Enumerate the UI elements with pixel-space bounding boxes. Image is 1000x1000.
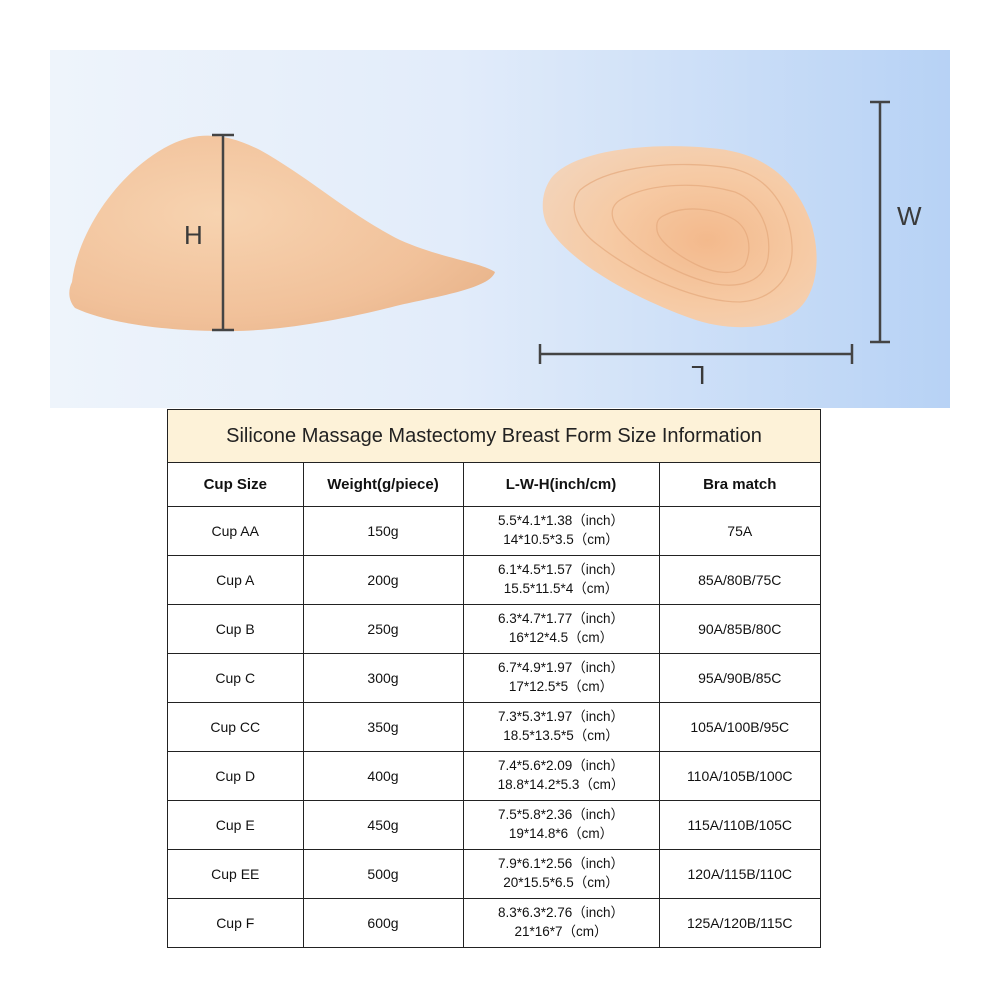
dimensions-inch: 7.9*6.1*2.56（inch）	[497, 856, 625, 872]
cup-size-cell: Cup EE	[168, 849, 304, 899]
length-dimension-line	[538, 344, 854, 364]
dimensions-cell: 7.9*6.1*2.56（inch） 20*15.5*6.5（cm）	[462, 849, 660, 899]
cup-size-cell: Cup B	[168, 604, 304, 654]
dimensions-cell: 6.3*4.7*1.77（inch） 16*12*4.5（cm）	[462, 604, 660, 654]
dimensions-cm: 16*12*4.5（cm）	[508, 630, 614, 645]
table-row: Cup AA 150g 5.5*4.1*1.38（inch） 14*10.5*3.5（…	[168, 506, 820, 556]
dimensions-inch: 7.4*5.6*2.09（inch）	[497, 758, 625, 774]
weight-cell: 250g	[302, 604, 464, 654]
bra-match-cell: 75A	[658, 506, 820, 556]
product-diagram-banner: H W L	[50, 50, 950, 408]
cup-size-cell: Cup F	[168, 898, 304, 947]
weight-cell: 350g	[302, 702, 464, 752]
table-row: Cup F 600g 8.3*6.3*2.76（inch） 21*16*7（cm） 12…	[168, 898, 820, 947]
bra-match-cell: 115A/110B/105C	[658, 800, 820, 850]
bra-match-cell: 125A/120B/115C	[658, 898, 820, 947]
dimensions-cell: 6.1*4.5*1.57（inch） 15.5*11.5*4（cm）	[462, 555, 660, 605]
cup-size-cell: Cup C	[168, 653, 304, 703]
weight-cell: 150g	[302, 506, 464, 556]
cup-size-cell: Cup A	[168, 555, 304, 605]
dimensions-cm: 18.8*14.2*5.3（cm）	[497, 777, 625, 792]
header-cup-size: Cup Size	[168, 463, 304, 507]
dimensions-inch: 6.7*4.9*1.97（inch）	[497, 660, 625, 676]
dimensions-cell: 5.5*4.1*1.38（inch） 14*10.5*3.5（cm）	[462, 506, 660, 556]
bra-match-cell: 105A/100B/95C	[658, 702, 820, 752]
length-label: L	[691, 360, 706, 390]
dimensions-inch: 8.3*6.3*2.76（inch）	[497, 905, 625, 921]
header-dimensions: L-W-H(inch/cm)	[462, 463, 660, 507]
bra-match-cell: 110A/105B/100C	[658, 751, 820, 801]
dimensions-inch: 7.3*5.3*1.97（inch）	[497, 709, 625, 725]
breast-form-diagram	[69, 100, 890, 364]
table-row: Cup D 400g 7.4*5.6*2.09（inch） 18.8*14.2*5.3…	[168, 751, 820, 801]
dimensions-cell: 6.7*4.9*1.97（inch） 17*12.5*5（cm）	[462, 653, 660, 703]
bra-match-cell: 120A/115B/110C	[658, 849, 820, 899]
bra-match-cell: 85A/80B/75C	[658, 555, 820, 605]
table-title: Silicone Massage Mastectomy Breast Form …	[168, 410, 820, 463]
cup-size-cell: Cup CC	[168, 702, 304, 752]
breast-form-top-view	[542, 146, 817, 328]
table-row: Cup B 250g 6.3*4.7*1.77（inch） 16*12*4.5（cm）…	[168, 604, 820, 654]
header-bra-match: Bra match	[658, 463, 820, 507]
dimensions-inch: 6.3*4.7*1.77（inch）	[497, 611, 625, 627]
cup-size-cell: Cup E	[168, 800, 304, 850]
size-info-table: Silicone Massage Mastectomy Breast Form …	[167, 409, 821, 948]
size-table-grid: Cup Size Weight(g/piece) L-W-H(inch/cm) …	[168, 463, 820, 947]
dimensions-inch: 7.5*5.8*2.36（inch）	[497, 807, 625, 823]
table-row: Cup C 300g 6.7*4.9*1.97（inch） 17*12.5*5（cm）…	[168, 653, 820, 703]
header-weight: Weight(g/piece)	[302, 463, 464, 507]
bra-match-cell: 90A/85B/80C	[658, 604, 820, 654]
dimensions-cm: 21*16*7（cm）	[514, 924, 608, 939]
breast-form-contours	[573, 163, 793, 303]
dimensions-cm: 17*12.5*5（cm）	[508, 679, 614, 694]
breast-form-side-view	[69, 135, 496, 332]
height-label: H	[184, 220, 203, 250]
dimensions-cell: 7.5*5.8*2.36（inch） 19*14.8*6（cm）	[462, 800, 660, 850]
weight-cell: 400g	[302, 751, 464, 801]
width-label: W	[897, 201, 922, 231]
dimensions-inch: 5.5*4.1*1.38（inch）	[497, 513, 625, 529]
weight-cell: 500g	[302, 849, 464, 899]
dimensions-inch: 6.1*4.5*1.57（inch）	[497, 562, 625, 578]
dimensions-cm: 14*10.5*3.5（cm）	[503, 532, 619, 547]
table-row: Cup E 450g 7.5*5.8*2.36（inch） 19*14.8*6（cm）…	[168, 800, 820, 850]
dimensions-cell: 8.3*6.3*2.76（inch） 21*16*7（cm）	[462, 898, 660, 947]
dimensions-cm: 15.5*11.5*4（cm）	[503, 581, 619, 596]
table-row: Cup EE 500g 7.9*6.1*2.56（inch） 20*15.5*6.5（…	[168, 849, 820, 899]
height-dimension-line	[212, 133, 234, 332]
dimensions-cm: 20*15.5*6.5（cm）	[503, 875, 619, 890]
cup-size-cell: Cup D	[168, 751, 304, 801]
dimensions-cm: 18.5*13.5*5（cm）	[503, 728, 619, 743]
weight-cell: 600g	[302, 898, 464, 947]
dimensions-cell: 7.4*5.6*2.09（inch） 18.8*14.2*5.3（cm）	[462, 751, 660, 801]
cup-size-cell: Cup AA	[168, 506, 304, 556]
table-header-row: Cup Size Weight(g/piece) L-W-H(inch/cm) …	[168, 463, 820, 507]
weight-cell: 300g	[302, 653, 464, 703]
weight-cell: 450g	[302, 800, 464, 850]
table-row: Cup A 200g 6.1*4.5*1.57（inch） 15.5*11.5*4（c…	[168, 555, 820, 605]
bra-match-cell: 95A/90B/85C	[658, 653, 820, 703]
dimensions-cell: 7.3*5.3*1.97（inch） 18.5*13.5*5（cm）	[462, 702, 660, 752]
weight-cell: 200g	[302, 555, 464, 605]
table-row: Cup CC 350g 7.3*5.3*1.97（inch） 18.5*13.5*5（…	[168, 702, 820, 752]
width-dimension-line	[870, 100, 890, 344]
dimensions-cm: 19*14.8*6（cm）	[508, 826, 614, 841]
